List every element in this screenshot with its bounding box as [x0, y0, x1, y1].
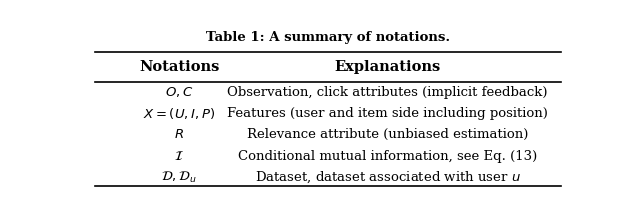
Text: Explanations: Explanations	[334, 60, 441, 74]
Text: Table 1: A summary of notations.: Table 1: A summary of notations.	[206, 31, 450, 44]
Text: Conditional mutual information, see Eq. (13): Conditional mutual information, see Eq. …	[238, 149, 537, 163]
Text: Features (user and item side including position): Features (user and item side including p…	[227, 107, 548, 120]
Text: $\mathcal{D}, \mathcal{D}_u$: $\mathcal{D}, \mathcal{D}_u$	[161, 170, 197, 185]
Text: Notations: Notations	[139, 60, 220, 74]
Text: Dataset, dataset associated with user $u$: Dataset, dataset associated with user $u…	[255, 170, 520, 185]
Text: $R$: $R$	[174, 128, 184, 141]
Text: $X = (U, I, P)$: $X = (U, I, P)$	[143, 106, 215, 121]
Text: $O, C$: $O, C$	[165, 86, 193, 99]
Text: Observation, click attributes (implicit feedback): Observation, click attributes (implicit …	[227, 86, 548, 99]
Text: $\mathcal{I}$: $\mathcal{I}$	[174, 149, 184, 163]
Text: Relevance attribute (unbiased estimation): Relevance attribute (unbiased estimation…	[247, 128, 528, 141]
